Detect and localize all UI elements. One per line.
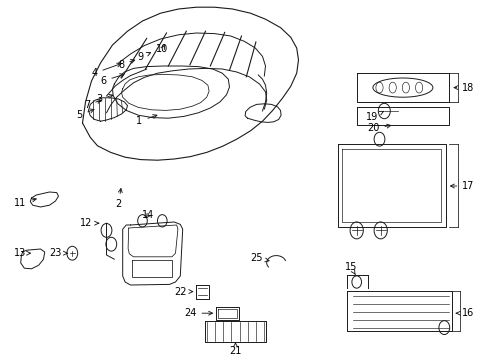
Text: 23: 23	[49, 248, 67, 258]
Text: 21: 21	[229, 343, 241, 356]
Text: 9: 9	[137, 52, 150, 62]
Text: 22: 22	[173, 287, 192, 297]
Text: 20: 20	[366, 123, 390, 134]
Text: 17: 17	[449, 181, 474, 191]
Text: 1: 1	[136, 114, 157, 126]
Text: 16: 16	[455, 308, 473, 318]
Text: 2: 2	[115, 189, 122, 209]
Text: 6: 6	[100, 74, 123, 86]
Text: 8: 8	[118, 59, 135, 70]
Text: 5: 5	[76, 109, 94, 120]
Text: 25: 25	[249, 253, 268, 263]
Text: 15: 15	[344, 262, 356, 275]
Text: 14: 14	[142, 210, 154, 220]
Text: 11: 11	[15, 198, 36, 208]
Text: 24: 24	[184, 308, 212, 318]
Text: 19: 19	[366, 111, 383, 122]
Text: 3: 3	[96, 94, 113, 104]
Text: 4: 4	[91, 63, 121, 78]
Text: 13: 13	[15, 248, 30, 258]
Text: 10: 10	[156, 44, 168, 54]
Text: 7: 7	[84, 100, 101, 110]
Text: 18: 18	[453, 82, 473, 93]
Text: 12: 12	[80, 218, 99, 228]
